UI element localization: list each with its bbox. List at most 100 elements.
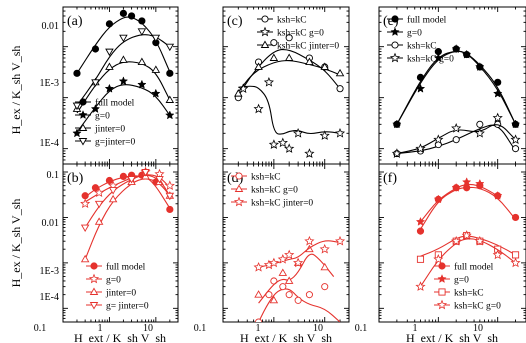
data-point <box>268 139 279 149</box>
y-tick-label: 0.1 <box>47 170 60 181</box>
fit-curve <box>396 50 517 125</box>
data-point <box>108 187 118 195</box>
data-point <box>73 69 81 77</box>
data-point <box>492 249 503 260</box>
data-point <box>304 235 315 246</box>
fit-curve <box>76 84 171 133</box>
panel-label: (f) <box>383 171 397 186</box>
data-point <box>80 198 91 209</box>
data-point <box>269 53 279 61</box>
data-point <box>255 318 263 322</box>
data-point <box>391 148 402 158</box>
data-layer <box>391 44 521 158</box>
data-point <box>511 213 520 222</box>
x-tick-label: 10 <box>143 323 153 334</box>
data-point <box>433 53 444 63</box>
legend-marker <box>390 27 400 37</box>
data-point <box>475 62 485 71</box>
panel-b: (b) full model g=0 jinter=0 g= jinter=0 <box>62 163 179 323</box>
data-point <box>319 243 330 254</box>
fit-curve <box>420 235 516 257</box>
data-point <box>451 235 462 246</box>
data-point <box>253 103 264 114</box>
data-point <box>335 68 345 77</box>
data-point <box>72 128 82 138</box>
fit-curve <box>420 238 516 287</box>
data-point <box>320 262 330 271</box>
data-point <box>452 136 460 144</box>
legend-marker <box>233 196 245 207</box>
legend-label: full model <box>106 262 146 273</box>
x-axis-label: H_ext / K_sh V_sh <box>406 331 498 343</box>
data-layer <box>80 166 175 263</box>
legend-marker <box>391 15 399 23</box>
data-point <box>492 112 503 123</box>
data-point <box>305 57 314 65</box>
data-point <box>293 127 304 138</box>
data-point <box>415 281 426 291</box>
panel-c: (c) ksh=kC ksh=kC g=0 ksh=kC jinter=0 <box>222 6 350 165</box>
panel-f: (f) full model g=0 ksh=kC ksh=kC g=0 <box>378 163 526 323</box>
fit-curve <box>258 240 341 268</box>
fit-curve <box>76 16 171 74</box>
legend: full model g=0 ksh=kC ksh=kC g=0 <box>434 262 501 312</box>
data-point <box>263 76 274 87</box>
legend-label: g= jinter=0 <box>106 302 149 312</box>
data-point <box>335 127 346 138</box>
fit-curve <box>238 85 341 135</box>
data-point <box>105 176 114 185</box>
data-point <box>94 217 104 225</box>
x-axis-label: H_ext / K_sh V_sh <box>240 331 332 343</box>
data-layer <box>234 34 346 158</box>
data-point <box>277 137 288 148</box>
legend-label: ksh=kC <box>454 289 484 299</box>
data-point <box>138 17 146 25</box>
data-point <box>166 205 174 214</box>
legend: ksh=kC ksh=kC g=0 ksh=kC jinter=0 <box>257 15 339 52</box>
data-point <box>254 62 263 70</box>
data-point <box>510 134 521 145</box>
data-point <box>305 291 313 299</box>
data-point <box>154 168 165 179</box>
legend-label: ksh=kC jinter=0 <box>251 199 313 209</box>
data-point <box>451 182 461 192</box>
panel-frame <box>222 163 350 323</box>
legend-marker <box>259 26 271 37</box>
data-point <box>155 176 164 184</box>
y-tick-label: 0.01 <box>42 218 60 229</box>
fit-curve <box>84 178 171 260</box>
data-point <box>285 291 293 299</box>
legend-marker <box>79 98 87 106</box>
fit-curve <box>420 183 498 223</box>
x-tick-label: 1 <box>98 323 103 334</box>
data-point <box>270 39 278 47</box>
fit-curve <box>237 60 341 93</box>
fit-curve <box>76 34 171 106</box>
fit-curve <box>258 288 341 322</box>
data-point <box>336 85 344 93</box>
tick-labels: 0.1 1 10 0.1 1 10 0.1 1 10 0.01 1E-3 1E-4 0.1 0.01 1E-… <box>34 21 483 334</box>
data-point <box>166 69 174 77</box>
data-point <box>238 83 249 94</box>
data-point <box>492 190 503 200</box>
panel-label: (a) <box>67 14 83 29</box>
data-point <box>321 283 329 291</box>
x-tick-label: 0.1 <box>355 323 368 334</box>
data-point <box>284 276 294 284</box>
data-point <box>284 53 294 61</box>
panel-a: (a) full model g=0 jinter=0 g=jinter=0 <box>62 6 179 165</box>
legend-label: ksh=kC g=0 <box>407 55 454 65</box>
y-tick-label: 0.01 <box>42 21 60 32</box>
data-point <box>492 88 503 98</box>
data-point <box>151 88 161 98</box>
data-point <box>80 254 90 263</box>
legend: full model g=0 jinter=0 g= jinter=0 <box>86 262 149 312</box>
data-point <box>165 110 175 120</box>
data-point <box>119 34 128 43</box>
data-point <box>137 79 147 89</box>
data-point <box>278 268 288 276</box>
legend-marker <box>234 184 244 192</box>
y-tick-label: 1E-4 <box>40 138 59 149</box>
legend-marker <box>78 123 88 131</box>
